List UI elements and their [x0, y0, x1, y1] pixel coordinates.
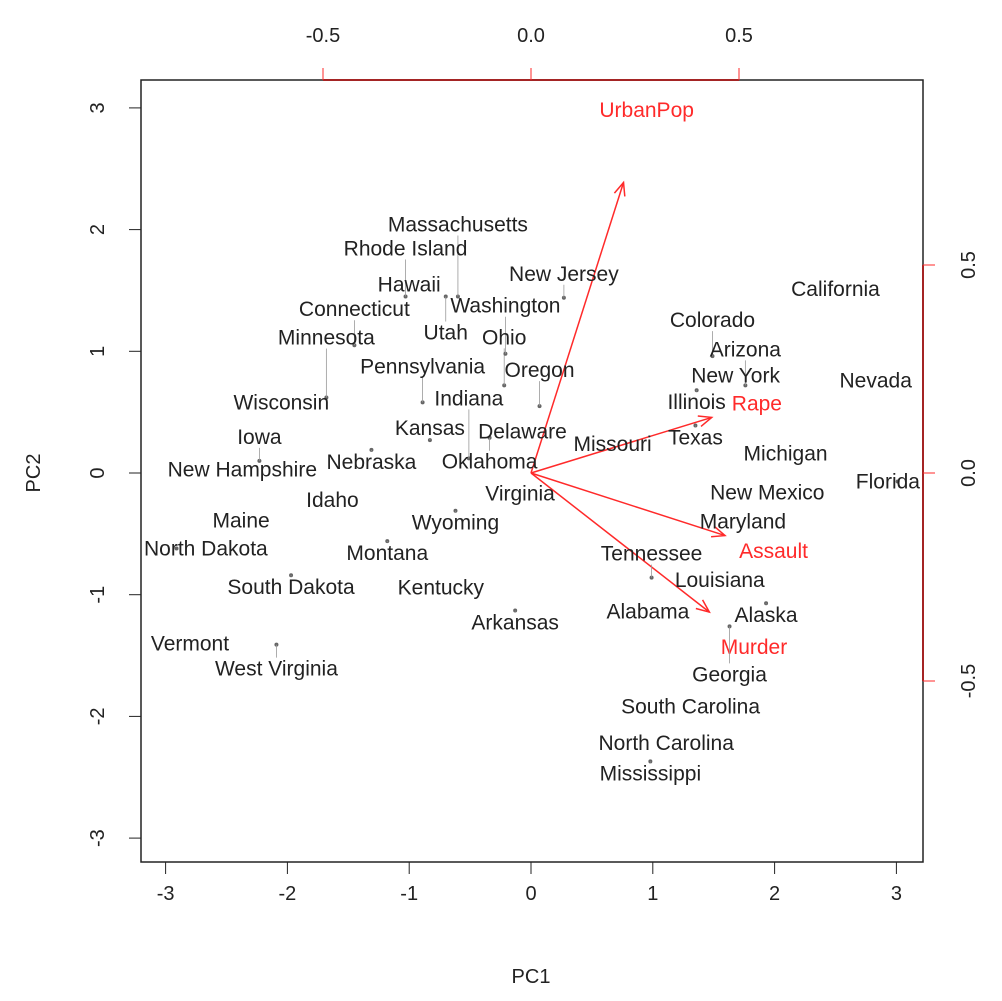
point-label: New Jersey	[509, 263, 619, 286]
y-tick-label: 3	[87, 102, 109, 113]
point-label: West Virginia	[215, 658, 338, 681]
point-label: Ohio	[482, 326, 526, 349]
y-tick-label: -2	[87, 708, 109, 726]
loading-arrow	[530, 182, 625, 474]
point-label: Oregon	[505, 359, 575, 382]
y-tick-label: 0	[87, 467, 109, 478]
point-label: Florida	[856, 471, 921, 494]
x-tick-label: -1	[400, 883, 418, 905]
right-tick-label: -0.5	[958, 664, 980, 698]
loading-arrow	[530, 416, 712, 474]
loading-arrowhead	[695, 599, 711, 614]
loading-arrow	[530, 472, 726, 537]
point-label: Texas	[668, 427, 723, 450]
loading-label: Assault	[739, 540, 808, 563]
point-label: Louisiana	[675, 569, 765, 592]
point-label: Mississippi	[600, 762, 702, 785]
point-label: Nevada	[839, 370, 912, 393]
point-label: Washington	[450, 295, 560, 318]
point-label: Alaska	[735, 604, 798, 627]
point-label: New Hampshire	[168, 458, 317, 481]
point-label: New Mexico	[710, 481, 824, 504]
y-tick-label: 2	[87, 224, 109, 235]
point-label: New York	[691, 365, 780, 388]
point-label: Michigan	[744, 443, 828, 466]
point-label: Kansas	[395, 417, 465, 440]
x-tick-label: 1	[647, 883, 658, 905]
point-label: Connecticut	[299, 298, 410, 321]
point-marker	[174, 546, 179, 551]
point-label: Nebraska	[326, 451, 416, 474]
point-label: Montana	[346, 542, 428, 565]
point-label: Iowa	[237, 426, 282, 449]
point-marker	[895, 479, 900, 484]
y-tick-label: 1	[87, 346, 109, 357]
point-label: Colorado	[670, 309, 755, 332]
point-label: Massachusetts	[388, 214, 528, 237]
point-label: Maine	[213, 509, 270, 532]
point-label: Alabama	[606, 601, 689, 624]
point-label: Missouri	[574, 433, 652, 456]
point-label: Tennessee	[601, 543, 703, 566]
point-label: South Dakota	[227, 576, 355, 599]
point-label: Utah	[424, 322, 468, 345]
right-tick-label: 0.5	[958, 251, 980, 279]
point-label: Kentucky	[398, 576, 485, 599]
y-tick-label: -1	[87, 586, 109, 604]
y-tick-label: -3	[87, 829, 109, 847]
point-label: Wyoming	[412, 512, 499, 535]
top-tick-label: 0.0	[517, 25, 545, 47]
point-label: Minnesota	[278, 327, 375, 350]
x-axis-label: PC1	[512, 966, 551, 988]
point-label: California	[791, 278, 880, 301]
loading-arrowhead	[711, 525, 727, 538]
point-label: Rhode Island	[344, 238, 468, 261]
loading-label: Murder	[721, 636, 788, 659]
y-axis-label: PC2	[23, 454, 45, 493]
point-label: Oklahoma	[442, 451, 538, 474]
point-label: South Carolina	[621, 696, 760, 719]
x-tick-label: 3	[891, 883, 902, 905]
point-label: Indiana	[434, 387, 503, 410]
point-label: Hawaii	[378, 273, 441, 296]
point-label: Virginia	[485, 483, 555, 506]
loading-label: UrbanPop	[599, 99, 694, 122]
point-label: Arkansas	[471, 612, 559, 635]
loading-arrow	[530, 472, 710, 613]
x-tick-label: -2	[279, 883, 297, 905]
point-label: Vermont	[151, 632, 229, 655]
label-leaders	[174, 235, 900, 764]
point-label: Delaware	[478, 421, 567, 444]
top-tick-label: -0.5	[306, 25, 340, 47]
x-tick-label: -3	[157, 883, 175, 905]
loading-label: Rape	[732, 393, 782, 416]
point-label: North Dakota	[144, 537, 268, 560]
point-label: North Carolina	[598, 732, 734, 755]
top-tick-label: 0.5	[725, 25, 753, 47]
x-tick-label: 0	[525, 883, 536, 905]
loading-arrowhead	[697, 415, 714, 427]
point-label: Illinois	[667, 391, 725, 414]
point-label: Pennsylvania	[360, 355, 485, 378]
point-label: Wisconsin	[233, 391, 329, 414]
loading-arrowhead	[613, 180, 626, 197]
point-label: Maryland	[700, 511, 786, 534]
point-label: Idaho	[306, 489, 359, 512]
x-tick-label: 2	[769, 883, 780, 905]
right-tick-label: 0.0	[958, 459, 980, 487]
point-label: Georgia	[692, 663, 767, 686]
point-label: Arizona	[710, 338, 782, 361]
